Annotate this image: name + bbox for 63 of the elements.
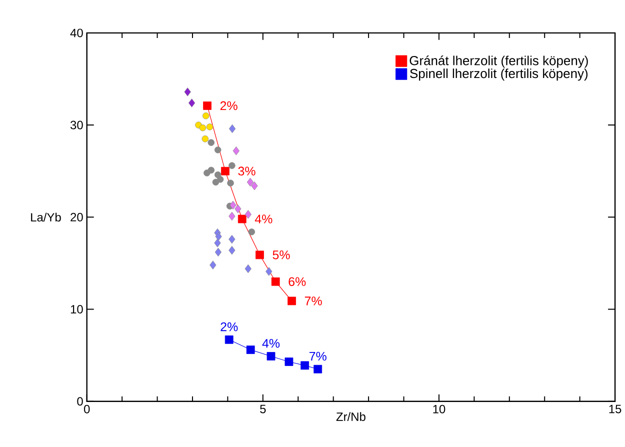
point	[214, 238, 221, 248]
point	[228, 246, 236, 255]
point	[228, 162, 236, 169]
x-tick-label: 5	[260, 404, 266, 414]
y-tick-label: 20	[70, 212, 83, 222]
point	[230, 200, 236, 210]
x-tick-label: 10	[433, 404, 446, 414]
point	[214, 248, 222, 256]
point	[284, 357, 294, 366]
annotation: 6%	[288, 277, 306, 286]
point	[221, 166, 230, 176]
annotation: 3%	[238, 166, 256, 176]
point	[266, 352, 276, 360]
point	[210, 260, 216, 270]
x-tick-label: 15	[609, 404, 622, 414]
point	[203, 101, 212, 110]
point	[228, 124, 236, 133]
point	[204, 169, 210, 176]
y-tick-label: 0	[77, 396, 83, 406]
point	[238, 214, 246, 224]
legend-label: Spinell lherzolit (fertilis köpeny)	[410, 68, 588, 81]
point	[244, 210, 252, 219]
point	[234, 204, 242, 214]
point	[202, 135, 209, 142]
annotation: 5%	[272, 250, 290, 260]
point	[227, 180, 234, 186]
point	[202, 112, 210, 120]
y-tick-label: 40	[70, 28, 83, 38]
point	[271, 277, 280, 286]
point	[216, 176, 224, 183]
annotation: 7%	[309, 352, 326, 360]
point	[246, 345, 255, 354]
y-axis-title: La/Yb	[31, 212, 61, 222]
x-axis-title: Zr/Nb	[336, 412, 366, 421]
annotation: 2%	[220, 101, 238, 110]
point	[208, 139, 215, 146]
legend-label: Gránát lherzolit (fertilis köpeny)	[410, 55, 588, 68]
point	[314, 364, 322, 374]
point	[248, 228, 256, 236]
point	[228, 212, 236, 220]
x-tick-label: 0	[84, 404, 90, 414]
annotation: 4%	[254, 214, 272, 224]
point	[232, 146, 240, 156]
annotation: 2%	[220, 322, 238, 332]
point	[266, 266, 272, 276]
y-tick-label: 30	[70, 120, 83, 130]
point	[300, 361, 310, 370]
point	[246, 178, 254, 186]
point	[206, 123, 214, 130]
point	[199, 124, 206, 132]
point	[215, 232, 222, 241]
annotation: 4%	[262, 338, 280, 348]
point	[228, 234, 236, 244]
point	[251, 181, 258, 190]
point	[214, 146, 222, 154]
point	[224, 335, 234, 344]
point	[256, 250, 264, 259]
y-tick-label: 10	[70, 304, 83, 314]
point	[188, 98, 196, 108]
point	[244, 264, 252, 273]
point	[288, 296, 296, 306]
annotation: 7%	[304, 296, 322, 306]
point	[184, 87, 191, 96]
